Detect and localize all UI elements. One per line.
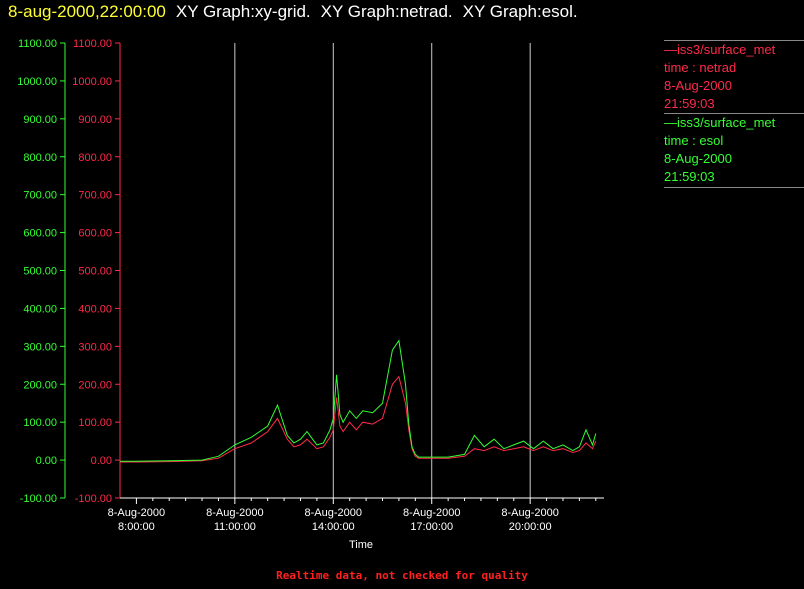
legend-esol-source: —iss3/surface_met [664,115,776,130]
y-tick-label-esol: 1000.00 [17,76,57,88]
y-tick-label-netrad: 700.00 [78,190,112,202]
y-tick-label-netrad: 800.00 [78,152,112,164]
x-tick-label-date: 8-Aug-2000 [403,507,461,519]
y-tick-label-esol: 1100.00 [18,38,57,50]
y-tick-label-netrad: -100.00 [75,493,112,505]
legend-esol-variable: time : esol [664,133,724,148]
y-tick-label-netrad: 400.00 [78,303,112,315]
legend-netrad-variable: time : netrad [664,60,737,75]
x-tick-label-time: 17:00:00 [410,521,453,533]
x-axis-label: Time [349,539,373,551]
x-tick-label-time: 20:00:00 [509,521,552,533]
x-tick-label-time: 8:00:00 [118,521,155,533]
legend-separator [664,40,804,41]
legend-separator [664,187,804,188]
y-tick-label-netrad: 300.00 [78,341,112,353]
y-tick-label-netrad: 1100.00 [73,38,112,50]
x-tick-label-time: 11:00:00 [214,521,256,533]
y-tick-label-esol: 200.00 [23,379,57,391]
y-tick-label-esol: -100.00 [20,493,57,505]
legend-netrad: —iss3/surface_met time : netrad 8-Aug-20… [664,40,804,113]
legend-esol-time: 21:59:03 [664,169,715,184]
y-tick-label-netrad: 600.00 [78,228,112,240]
series-netrad-line [120,375,597,463]
x-tick-label-date: 8-Aug-2000 [108,507,166,519]
y-tick-label-netrad: 500.00 [78,266,112,278]
legend-netrad-source: —iss3/surface_met [664,42,776,57]
timestamp: 8-aug-2000,22:00:00 [8,2,166,21]
graph-name-netrad: XY Graph:netrad. [320,2,453,21]
x-tick-label-date: 8-Aug-2000 [206,507,264,519]
y-tick-label-esol: 900.00 [23,114,57,126]
y-tick-label-esol: 300.00 [23,341,57,353]
legend-esol: —iss3/surface_met time : esol 8-Aug-2000… [664,113,804,188]
x-tick-label-date: 8-Aug-2000 [501,507,559,519]
legend-esol-date: 8-Aug-2000 [664,151,732,166]
series-esol-line [120,339,597,462]
x-tick-label-date: 8-Aug-2000 [305,507,363,519]
graph-name-esol: XY Graph:esol. [462,2,578,21]
y-tick-label-netrad: 900.00 [78,114,112,126]
x-tick-label-time: 14:00:00 [312,521,355,533]
y-tick-label-esol: 500.00 [23,266,57,278]
y-tick-label-esol: 400.00 [23,303,57,315]
y-tick-label-netrad: 0.00 [91,455,112,467]
y-tick-label-netrad: 200.00 [78,379,112,391]
y-tick-label-netrad: 1000.00 [72,76,112,88]
legend-netrad-time: 21:59:03 [664,96,715,111]
y-tick-label-netrad: 100.00 [78,417,112,429]
y-tick-label-esol: 600.00 [23,228,57,240]
y-tick-label-esol: 800.00 [23,152,57,164]
chart-title-bar: 8-aug-2000,22:00:00 XY Graph:xy-grid. XY G… [8,2,578,22]
y-tick-label-esol: 700.00 [23,190,57,202]
y-tick-label-esol: 0.00 [36,455,57,467]
graph-name-xy-grid: XY Graph:xy-grid. [175,2,311,21]
y-tick-label-esol: 100.00 [23,417,57,429]
quality-notice: Realtime data, not checked for quality [276,569,528,582]
legend-netrad-date: 8-Aug-2000 [664,78,732,93]
legend-separator [664,113,804,114]
